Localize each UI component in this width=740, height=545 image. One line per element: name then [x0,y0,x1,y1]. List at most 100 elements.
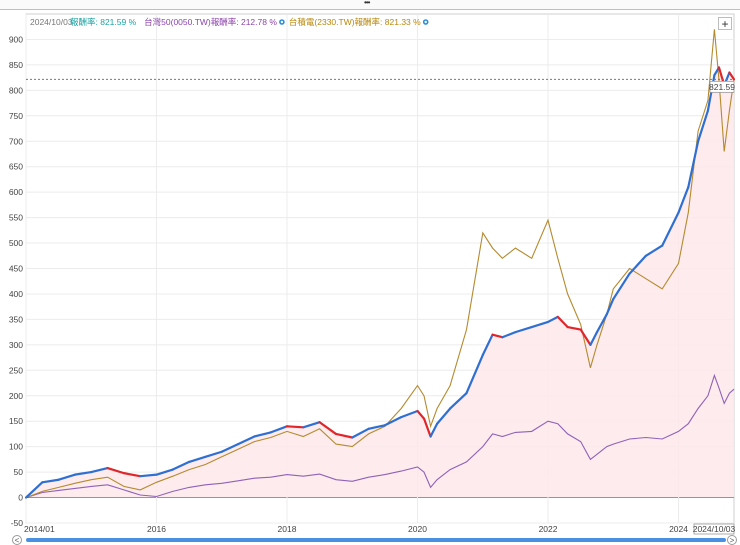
x-tick-label: 2018 [278,524,297,534]
crosshair: 821.59 2024/10/03 [26,78,736,535]
legend-label-1: 台灣50(0050.TW)報酬率: 212.78 % [144,17,277,27]
legend-settings-icon-dot [424,20,427,24]
series-segment-portfolio [24,481,44,499]
series-segment-portfolio [481,333,494,357]
series-segment-portfolio [318,421,338,436]
series-segment-portfolio [155,468,174,476]
series-segment-portfolio [605,297,615,316]
series-segment-portfolio [530,320,550,329]
series-segment-portfolio [383,416,403,427]
series-segment-portfolio [612,272,631,301]
crosshair-x-box [693,523,735,535]
series-segment-portfolio [546,315,559,324]
y-tick-label: 600 [9,187,23,197]
area-fill [26,67,734,498]
series-segment-portfolio [677,185,690,214]
series-segment-portfolio [220,443,240,453]
y-tick-label: 150 [9,416,23,426]
series-line-2330 [25,29,735,499]
scroll-left-icon[interactable]: < [12,535,22,545]
y-tick-label: 850 [9,60,23,70]
y-tick-label: 650 [9,162,23,172]
series-segment-portfolio [429,422,439,438]
series-segment-portfolio [139,473,158,478]
x-tick-label: 2014/01 [24,524,55,534]
series-segment-portfolio [579,328,592,346]
y-tick-label: 300 [9,340,23,350]
series-segment-portfolio [465,353,484,395]
series-segment-portfolio [90,466,109,474]
series-segment-portfolio [595,313,608,334]
series-segment-portfolio [57,473,77,481]
series-segment-portfolio [171,460,191,471]
series-segment-portfolio [106,466,125,475]
y-tick-label: 500 [9,238,23,248]
y-tick-label: 200 [9,391,23,401]
series-segment-portfolio [204,450,223,458]
series-segment-portfolio [269,425,289,434]
y-tick-label: 900 [9,34,23,44]
crosshair-x-label: 2024/10/03 [693,524,736,534]
drag-handle-icon[interactable]: ••• [364,0,370,7]
series-segment-portfolio [253,431,272,438]
series-segment-portfolio [41,478,60,484]
series-segment-portfolio [367,424,386,430]
y-tick-label: 800 [9,85,23,95]
series-segment-portfolio [491,333,504,339]
scroll-thumb[interactable] [26,538,726,542]
series-segment-portfolio [285,425,305,429]
y-tick-label: 250 [9,365,23,375]
series-segment-portfolio [501,331,517,339]
series-segment-portfolio [728,71,736,81]
legend-settings-icon-dot [280,20,284,24]
series-segment-portfolio [351,427,370,439]
legend-label-2: 台積電(2330.TW)報酬率: 821.33 % [289,17,421,27]
series-segment-portfolio [661,211,680,247]
scroll-right-icon[interactable]: > [727,535,737,545]
series-segment-portfolio [188,455,207,464]
y-tick-label: 700 [9,136,23,146]
x-tick-label: 2024 [669,524,688,534]
series-segment-portfolio [334,432,354,439]
series-segment-portfolio [628,254,648,275]
y-tick-label: 50 [14,467,24,477]
series-segment-portfolio [435,407,452,425]
y-tick-label: -50 [11,518,24,528]
y-tick-label: 750 [9,111,23,121]
crosshair-y-box [709,80,735,93]
series-segment-portfolio [644,244,664,257]
y-tick-label: 0 [18,493,23,503]
series-segment-portfolio [449,392,468,410]
y-tick-label: 550 [9,213,23,223]
series-segment-portfolio [697,109,709,143]
range-scrollbar[interactable]: < > [0,535,740,545]
series-segment-portfolio [556,315,569,329]
series-segment-portfolio [302,421,321,429]
series-segment-portfolio [589,331,599,346]
series-segment-portfolio [122,472,142,478]
header-date: 2024/10/03 [30,17,73,27]
series-segment-portfolio [422,417,432,438]
zoom-button[interactable]: + [718,17,732,30]
y-tick-label: 350 [9,314,23,324]
window-top-bar: ••• [0,0,740,10]
y-tick-label: 450 [9,264,23,274]
series-line-0050 [25,373,735,499]
y-tick-label: 400 [9,289,23,299]
y-tick-label: 100 [9,442,23,452]
x-tick-label: 2020 [408,524,427,534]
series-segment-portfolio [236,435,256,446]
x-tick-label: 2016 [147,524,166,534]
series-segment-portfolio [73,471,93,476]
x-tick-label: 2022 [539,524,558,534]
axes: -50 0 50 100 150 200 250 300 350 400 450 500 550 600 6… [9,34,688,534]
crosshair-y-label: 821.59 [709,82,735,92]
series-segment-portfolio [566,325,582,331]
legend-label-0: 報酬率: 821.59 % [70,17,137,27]
series-segment-portfolio [400,409,419,419]
series-segment-portfolio [416,409,426,420]
series-segment-portfolio [687,140,700,189]
series-segment-portfolio [514,325,533,334]
